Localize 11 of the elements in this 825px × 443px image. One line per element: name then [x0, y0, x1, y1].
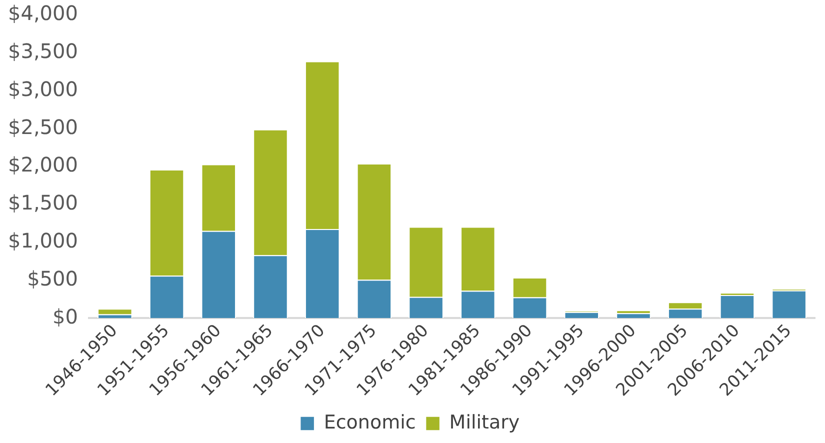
legend-label: Military — [449, 411, 520, 434]
y-tick-label: $4,000 — [8, 1, 78, 26]
y-tick-label: $2,500 — [8, 114, 78, 139]
y-tick-label: $1,000 — [8, 228, 78, 252]
y-tick-label: $1,500 — [8, 190, 78, 215]
y-tick-label: $0 — [52, 304, 78, 328]
y-tick-label: $3,000 — [8, 76, 78, 101]
y-tick-label: $500 — [27, 266, 78, 290]
y-tick-label: $2,000 — [8, 152, 78, 177]
legend-label: Economic — [324, 411, 416, 434]
y-tick-label: $3,500 — [8, 39, 78, 64]
